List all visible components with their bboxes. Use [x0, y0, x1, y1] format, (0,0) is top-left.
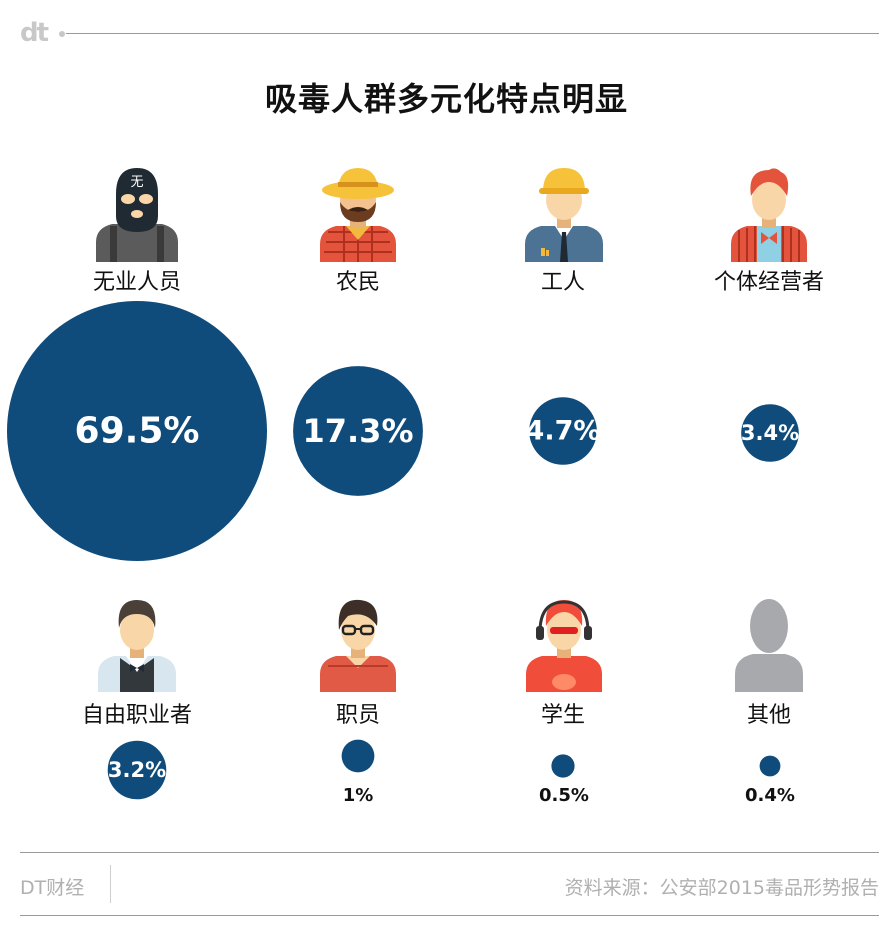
- bubble-unemployed: [7, 301, 267, 561]
- value-label-farmer: 17.3%: [302, 412, 413, 450]
- footer-brand: DT财经: [20, 877, 85, 899]
- bubble-worker: [529, 397, 597, 465]
- dt-logo: dt: [20, 18, 49, 48]
- value-label-worker: 4.7%: [526, 416, 601, 447]
- value-label-freelancer: 3.2%: [108, 758, 166, 782]
- category-label-farmer: 农民: [335, 270, 380, 295]
- bubble-student: [551, 754, 575, 778]
- category-label-freelancer: 自由职业者: [81, 703, 192, 728]
- bubble-clerk: [341, 739, 375, 773]
- value-label-merchant: 3.4%: [741, 421, 799, 445]
- bubble-freelancer: [107, 740, 167, 800]
- footer-bottom-divider: [20, 915, 879, 916]
- category-label-other: 其他: [746, 703, 791, 728]
- logo-dot: [59, 31, 65, 37]
- footer-separator: [110, 865, 111, 903]
- category-label-merchant: 个体经营者: [713, 270, 824, 295]
- unemployed-mark: 无: [130, 175, 143, 190]
- other-person-icon: [735, 599, 803, 692]
- freelancer-icon: [98, 600, 176, 692]
- masked-person-icon: 无: [96, 168, 178, 262]
- bubble-other: [759, 755, 781, 777]
- category-label-clerk: 职员: [335, 703, 380, 728]
- value-label-unemployed: 69.5%: [75, 411, 200, 452]
- bubble-merchant: [741, 404, 799, 462]
- bubble-farmer: [293, 366, 423, 496]
- category-label-unemployed: 无业人员: [92, 270, 181, 295]
- footer-top-divider: [20, 852, 879, 853]
- chart-title: 吸毒人群多元化特点明显: [264, 80, 628, 118]
- farmer-icon: [320, 168, 396, 262]
- value-label-student: 0.5%: [539, 785, 589, 806]
- footer-source: 资料来源：公安部2015毒品形势报告: [564, 877, 879, 899]
- value-label-other: 0.4%: [745, 785, 795, 806]
- worker-icon: [525, 168, 603, 262]
- value-label-clerk: 1%: [342, 785, 374, 806]
- top-divider: [66, 33, 879, 34]
- merchant-icon: [731, 168, 807, 262]
- clerk-icon: [320, 599, 396, 692]
- category-label-worker: 工人: [540, 270, 585, 295]
- student-icon: [526, 600, 602, 692]
- category-label-student: 学生: [540, 703, 585, 728]
